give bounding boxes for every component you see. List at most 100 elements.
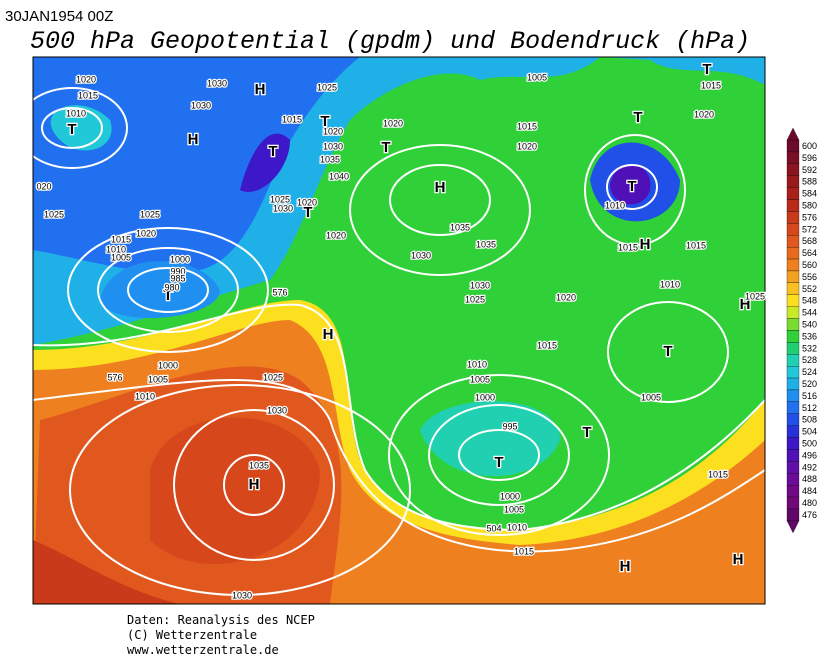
colorbar-label: 496	[802, 450, 817, 460]
isobar-label: 1020	[323, 126, 343, 136]
colorbar-label: 564	[802, 248, 817, 258]
map	[33, 57, 765, 604]
colorbar-label: 520	[802, 379, 817, 389]
colorbar-label: 500	[802, 439, 817, 449]
isobar-label: 1010	[467, 359, 487, 369]
isobar-label: 1005	[148, 374, 168, 384]
colorbar-label: 600	[802, 141, 817, 151]
colorbar-label: 484	[802, 486, 817, 496]
isobar-label: 1030	[470, 280, 490, 290]
colorbar-swatch	[786, 211, 800, 224]
isobar-label: 1020	[517, 141, 537, 151]
isobar-label: 1035	[476, 239, 496, 249]
colorbar-swatch	[786, 235, 800, 248]
pressure-center: H	[740, 296, 751, 313]
colorbar-label: 476	[802, 510, 817, 520]
pressure-center: T	[663, 343, 672, 360]
colorbar-label: 512	[802, 403, 817, 413]
colorbar-label: 572	[802, 224, 817, 234]
colorbar-label: 592	[802, 165, 817, 175]
pressure-center: T	[582, 424, 591, 441]
isobar-label: 1000	[158, 360, 178, 370]
map-frame	[32, 56, 766, 605]
isobar-label: 1015	[537, 340, 557, 350]
colorbar-label: 528	[802, 355, 817, 365]
isobar-label: 1010	[507, 522, 527, 532]
colorbar-swatch	[786, 187, 800, 200]
colorbar-label: 480	[802, 498, 817, 508]
colorbar-swatch	[786, 282, 800, 295]
pressure-center: T	[268, 143, 277, 160]
colorbar-swatch	[786, 496, 800, 510]
isobar-label: 1005	[470, 374, 490, 384]
isobar-label: 1010	[135, 391, 155, 401]
isobar-label: 985	[170, 273, 185, 283]
isobar-label: 1030	[411, 250, 431, 260]
isobar-label: 1025	[465, 294, 485, 304]
isobar-label: 1020	[326, 230, 346, 240]
isobar-label: 1035	[249, 460, 269, 470]
isobar-label: 1005	[504, 504, 524, 514]
footer-line: (C) Wetterzentrale	[127, 628, 257, 642]
colorbar-swatch	[786, 330, 800, 343]
pressure-center: H	[733, 551, 744, 568]
isobar-label: 1010	[605, 200, 625, 210]
colorbar-swatch	[786, 508, 800, 522]
isobar-label: 995	[502, 421, 517, 431]
title: 500 hPa Geopotential (gpdm) und Bodendru…	[30, 27, 750, 56]
isobar-label: 1015	[701, 80, 721, 90]
colorbar-swatch	[786, 425, 800, 438]
colorbar-swatch	[786, 258, 800, 272]
isobar-label: 1000	[500, 491, 520, 501]
colorbar-swatch	[786, 377, 800, 391]
isobar-label: 1020	[556, 292, 576, 302]
colorbar-label: 580	[802, 201, 817, 211]
pressure-center: H	[323, 326, 334, 343]
isobar-label: 1030	[232, 590, 252, 600]
isobar-label: 1015	[514, 546, 534, 556]
pressure-center: T	[627, 178, 636, 195]
pressure-center: T	[320, 113, 329, 130]
isobar-label: 1020	[383, 118, 403, 128]
colorbar-swatch	[786, 318, 800, 331]
isobar-label: 1025	[317, 82, 337, 92]
colorbar-swatch	[786, 246, 800, 260]
colorbar-swatch	[786, 437, 800, 450]
isobar-label: 1020	[694, 109, 714, 119]
colorbar-swatch	[786, 354, 800, 367]
isobar-label: 1030	[191, 100, 211, 110]
footer-line: www.wetterzentrale.de	[127, 643, 279, 656]
colorbar-label: 584	[802, 189, 817, 199]
isobar-label: 1040	[329, 171, 349, 181]
isobar-label: 1025	[745, 291, 765, 301]
pressure-center: T	[633, 109, 642, 126]
isobar-label: 990	[170, 266, 185, 276]
isobar-label: 1020	[76, 74, 96, 84]
isobar-label: 1015	[708, 469, 728, 479]
isobar-label: 1005	[641, 392, 661, 402]
isobar-label: 1015	[618, 242, 638, 252]
pressure-center: T	[67, 121, 76, 138]
colorbar-label: 548	[802, 296, 817, 306]
colorbar-swatch	[786, 484, 800, 498]
isobar-label: 1025	[140, 209, 160, 219]
colorbar-swatch	[786, 294, 800, 307]
isobar-label: 1005	[111, 252, 131, 262]
pressure-center: H	[620, 558, 631, 575]
colorbar-label: 544	[802, 308, 817, 318]
isobar-label: 1030	[267, 405, 287, 415]
isobar-label: 1010	[660, 279, 680, 289]
colorbar-swatch	[786, 389, 800, 403]
colorbar-label: 560	[802, 260, 817, 270]
isobar-label: 020	[36, 181, 51, 191]
colorbar-label: 552	[802, 284, 817, 294]
colorbar-swatch	[786, 223, 800, 236]
isobar-label: 1030	[273, 203, 293, 213]
isobar-label: 1010	[66, 108, 86, 118]
colorbar-swatch	[786, 151, 800, 164]
footer-line: Daten: Reanalysis des NCEP	[127, 613, 315, 627]
isobar-label: 1000	[170, 254, 190, 264]
colorbar-arrow	[786, 520, 800, 534]
isobar-label: 1015	[517, 121, 537, 131]
pressure-center: H	[435, 179, 446, 196]
